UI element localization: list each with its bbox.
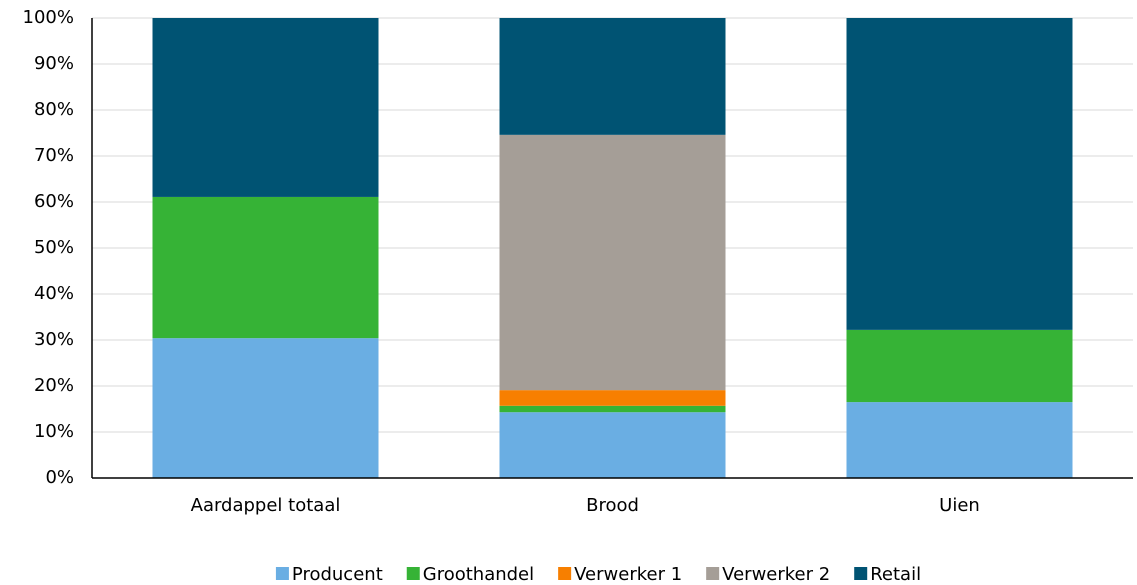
bar-segment [846, 18, 1073, 330]
bar-segment [499, 412, 726, 478]
y-tick-label: 100% [23, 7, 74, 28]
legend-label: Verwerker 1 [574, 564, 682, 585]
bar-segment [499, 18, 726, 135]
y-tick-label: 70% [34, 145, 74, 166]
bar-segment [152, 338, 379, 478]
legend-swatch [558, 567, 572, 580]
bar-segment [152, 18, 379, 197]
y-tick-label: 90% [34, 53, 74, 74]
legend-label: Retail [870, 564, 921, 585]
legend-swatch [854, 567, 868, 580]
bar-segment [499, 405, 726, 413]
y-tick-label: 80% [34, 99, 74, 120]
y-tick-label: 0% [45, 467, 74, 488]
legend-label: Verwerker 2 [722, 564, 830, 585]
legend-swatch [275, 567, 289, 580]
y-tick-label: 60% [34, 191, 74, 212]
x-tick-label: Aardappel totaal [191, 495, 341, 516]
bar-segment [846, 329, 1073, 403]
bar-segment [499, 390, 726, 406]
x-tick-label: Uien [939, 495, 980, 516]
y-tick-label: 50% [34, 237, 74, 258]
bar-segment [846, 402, 1073, 478]
bar-segment [499, 134, 726, 391]
y-tick-label: 30% [34, 329, 74, 350]
x-tick-label: Brood [586, 495, 639, 516]
y-tick-label: 20% [34, 375, 74, 396]
legend-swatch [706, 567, 720, 580]
legend-label: Groothandel [423, 564, 534, 585]
bar-segment [152, 196, 379, 339]
y-tick-label: 10% [34, 421, 74, 442]
y-tick-label: 40% [34, 283, 74, 304]
legend-label: Producent [292, 564, 383, 585]
legend-swatch [406, 567, 420, 580]
